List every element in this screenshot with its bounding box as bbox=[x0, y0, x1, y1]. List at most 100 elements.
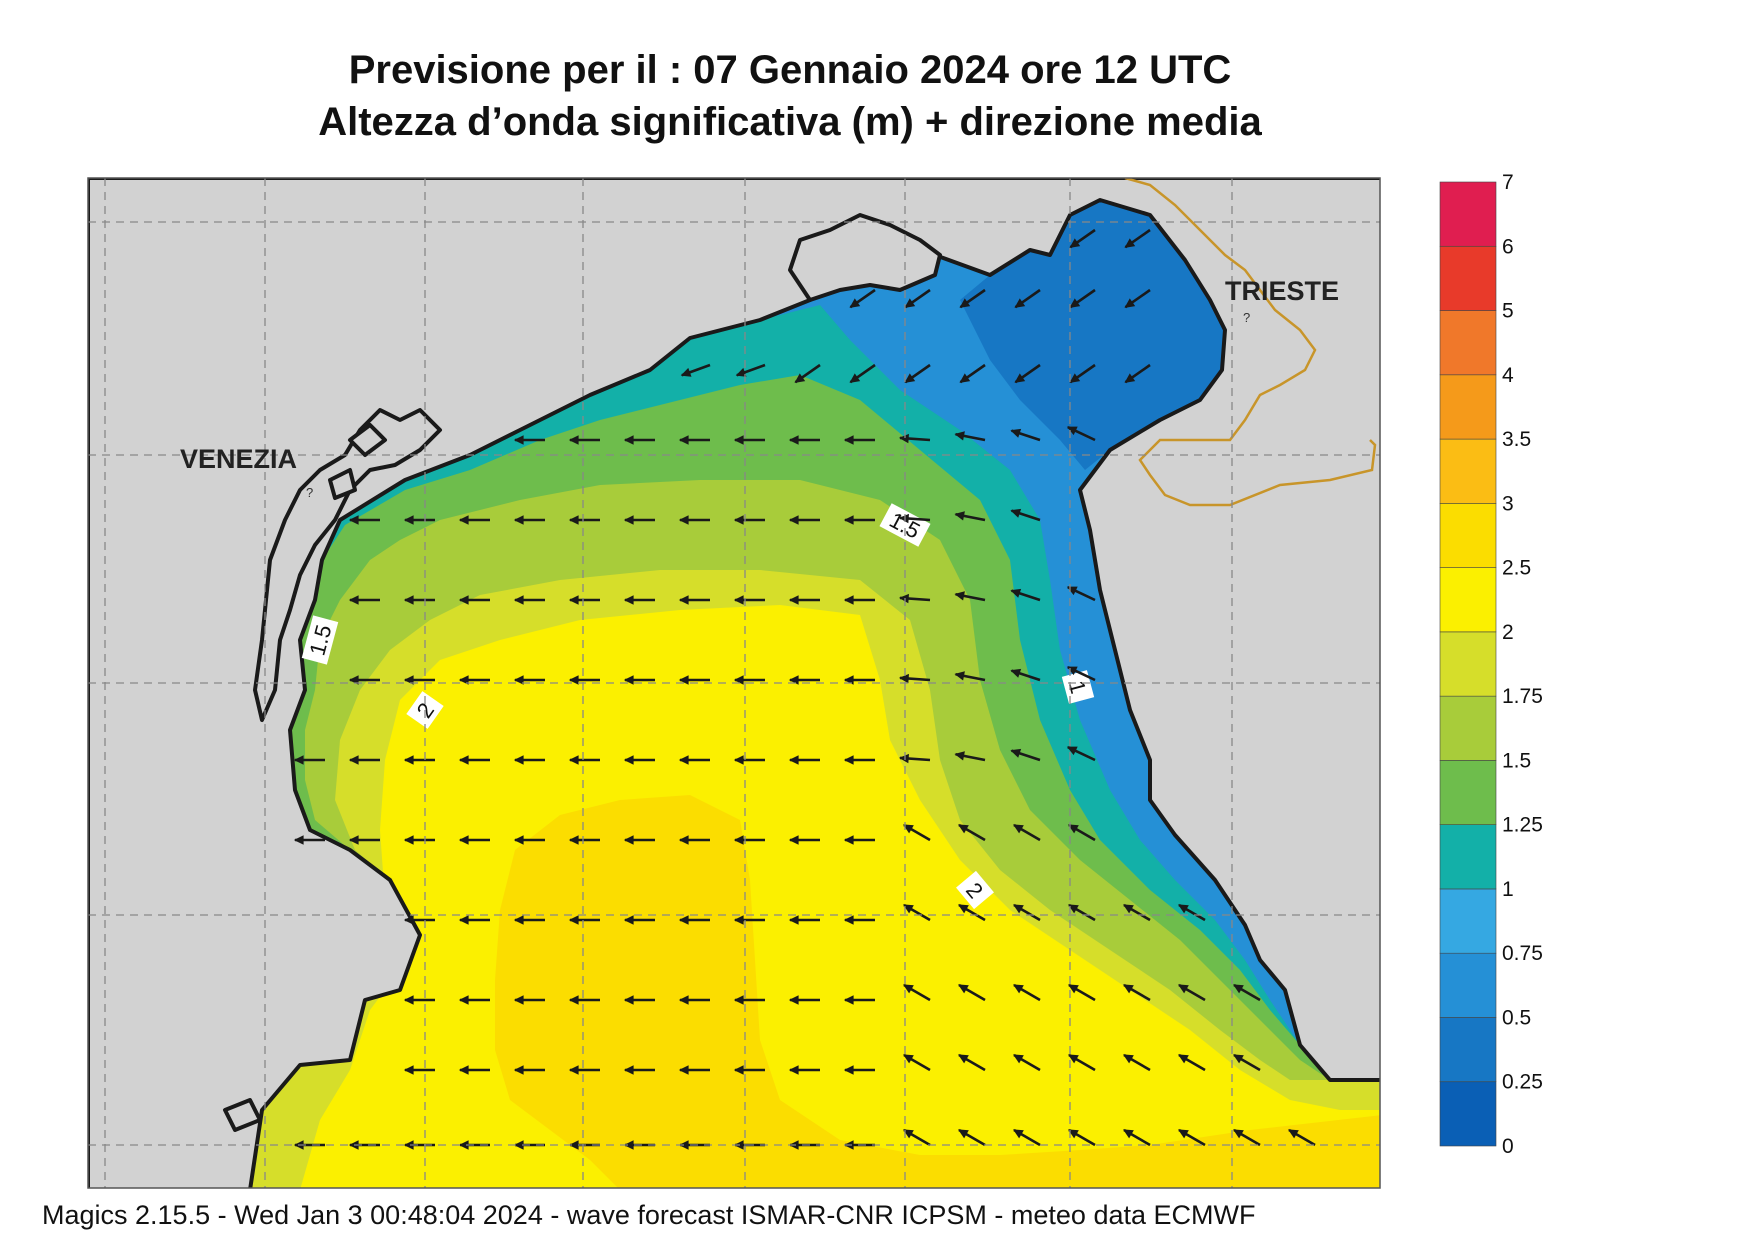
wave-arrow-head bbox=[623, 995, 634, 1005]
wave-arrow-head bbox=[1178, 904, 1189, 914]
wave-arrow-head bbox=[1123, 1129, 1134, 1139]
wave-arrow-head bbox=[735, 367, 747, 377]
wave-arrow-head bbox=[1066, 426, 1078, 436]
wave-arrow-head bbox=[403, 595, 414, 605]
wave-arrow-head bbox=[623, 675, 634, 685]
wave-arrow-head bbox=[903, 984, 914, 994]
wave-arrow-head bbox=[568, 995, 579, 1005]
wave-arrow-head bbox=[1069, 298, 1081, 308]
wave-arrow-head bbox=[623, 1140, 634, 1150]
wave-arrow-head bbox=[1010, 748, 1022, 758]
wave-arrow-head bbox=[898, 593, 909, 604]
colorbar-tick-label: 3 bbox=[1502, 492, 1514, 515]
wave-arrow-head bbox=[458, 915, 469, 925]
colorbar-swatch bbox=[1439, 695, 1497, 761]
field-band-0-5 bbox=[960, 200, 1225, 470]
wave-arrow-head bbox=[293, 835, 304, 845]
colorbar-tick-label: 7 bbox=[1502, 171, 1514, 194]
wave-arrow-head bbox=[788, 915, 799, 925]
wave-arrow-head bbox=[678, 595, 689, 605]
wave-arrow-head bbox=[458, 675, 469, 685]
wave-arrow-head bbox=[788, 755, 799, 765]
wave-arrow-head bbox=[513, 595, 524, 605]
wave-arrow-head bbox=[458, 515, 469, 525]
wave-arrow-head bbox=[958, 1054, 969, 1064]
wave-arrow-head bbox=[678, 1140, 689, 1150]
wave-arrow-head bbox=[623, 595, 634, 605]
colorbar-tick-label: 1.5 bbox=[1502, 749, 1531, 772]
colorbar-swatch bbox=[1439, 631, 1497, 697]
footer-credits: Magics 2.15.5 - Wed Jan 3 00:48:04 2024 … bbox=[42, 1200, 1256, 1230]
colorbar-swatch bbox=[1439, 567, 1497, 633]
colorbar-swatch bbox=[1439, 181, 1497, 247]
wave-arrow-head bbox=[1123, 984, 1134, 994]
wave-arrow-head bbox=[733, 435, 744, 445]
wave-arrow-head bbox=[954, 671, 965, 681]
wave-arrow-head bbox=[959, 298, 971, 308]
colorbar-swatch bbox=[1439, 310, 1497, 376]
wave-arrow-head bbox=[680, 367, 692, 377]
wave-arrow-head bbox=[403, 1065, 414, 1075]
wave-arrow-head bbox=[904, 298, 916, 308]
wave-arrow-head bbox=[1068, 904, 1079, 914]
wave-arrow-head bbox=[788, 435, 799, 445]
wave-arrow-head bbox=[403, 515, 414, 525]
wave-arrow-head bbox=[733, 675, 744, 685]
wave-arrow-head bbox=[954, 511, 965, 521]
wave-arrow-head bbox=[623, 915, 634, 925]
wave-arrow-head bbox=[1178, 1129, 1189, 1139]
wave-arrow-head bbox=[513, 1065, 524, 1075]
wave-arrow-head bbox=[788, 1065, 799, 1075]
wave-arrow-head bbox=[1178, 1054, 1189, 1064]
wave-arrow-head bbox=[623, 755, 634, 765]
map-frame bbox=[87, 177, 1381, 1189]
map-field: 1.5 1.5 2 2 1 bbox=[88, 178, 1380, 1188]
wave-arrow-head bbox=[1123, 1054, 1134, 1064]
wave-arrow-head bbox=[678, 755, 689, 765]
wave-arrow-head bbox=[513, 995, 524, 1005]
wave-arrow-head bbox=[568, 755, 579, 765]
wave-arrow-head bbox=[403, 915, 414, 925]
colorbar-legend: 0 0.25 0.5 0.75 1 1.25 1.5 1.75 2 2.5 3 3.5 4 5 6 7 bbox=[1439, 171, 1543, 1158]
wave-arrow-head bbox=[1014, 373, 1026, 383]
wave-arrow-head bbox=[1124, 373, 1136, 383]
wave-arrow-head bbox=[898, 753, 909, 764]
wave-arrow-head bbox=[954, 431, 965, 441]
colorbar-tick-label: 0.25 bbox=[1502, 1071, 1543, 1094]
wave-arrow-head bbox=[904, 373, 916, 383]
wave-arrow-head bbox=[678, 835, 689, 845]
colorbar-tick-label: 2 bbox=[1502, 621, 1514, 644]
wave-arrow-head bbox=[403, 755, 414, 765]
wave-arrow-head bbox=[678, 1065, 689, 1075]
wave-arrow-head bbox=[623, 835, 634, 845]
wave-arrow-head bbox=[843, 515, 854, 525]
colorbar-swatch bbox=[1439, 438, 1497, 504]
wave-arrow-head bbox=[1124, 298, 1136, 308]
colorbar-tick-label: 6 bbox=[1502, 235, 1514, 258]
wave-arrow-head bbox=[788, 675, 799, 685]
wave-arrow-head bbox=[513, 675, 524, 685]
wave-arrow-head bbox=[568, 915, 579, 925]
wave-arrow-head bbox=[788, 835, 799, 845]
wave-arrow-head bbox=[1068, 1054, 1079, 1064]
wave-arrow-head bbox=[568, 515, 579, 525]
wave-arrow-head bbox=[348, 755, 359, 765]
wave-arrow-head bbox=[403, 995, 414, 1005]
wave-arrow-head bbox=[898, 513, 909, 524]
colorbar-tick-label: 1.75 bbox=[1502, 685, 1543, 708]
wave-arrow-head bbox=[568, 835, 579, 845]
wave-arrow-head bbox=[678, 515, 689, 525]
wave-arrow-head bbox=[568, 595, 579, 605]
wave-arrow-head bbox=[568, 1065, 579, 1075]
wave-arrow-head bbox=[733, 915, 744, 925]
wave-arrow-head bbox=[1013, 904, 1024, 914]
wave-arrow-head bbox=[513, 755, 524, 765]
wave-arrow-head bbox=[954, 751, 965, 761]
wave-arrow-head bbox=[903, 1054, 914, 1064]
wave-arrow-head bbox=[788, 515, 799, 525]
wave-arrow-head bbox=[513, 435, 524, 445]
field-band-2-5 bbox=[495, 795, 1380, 1188]
wave-arrow-head bbox=[623, 435, 634, 445]
wave-arrow-head bbox=[843, 1065, 854, 1075]
wave-arrow-head bbox=[843, 435, 854, 445]
